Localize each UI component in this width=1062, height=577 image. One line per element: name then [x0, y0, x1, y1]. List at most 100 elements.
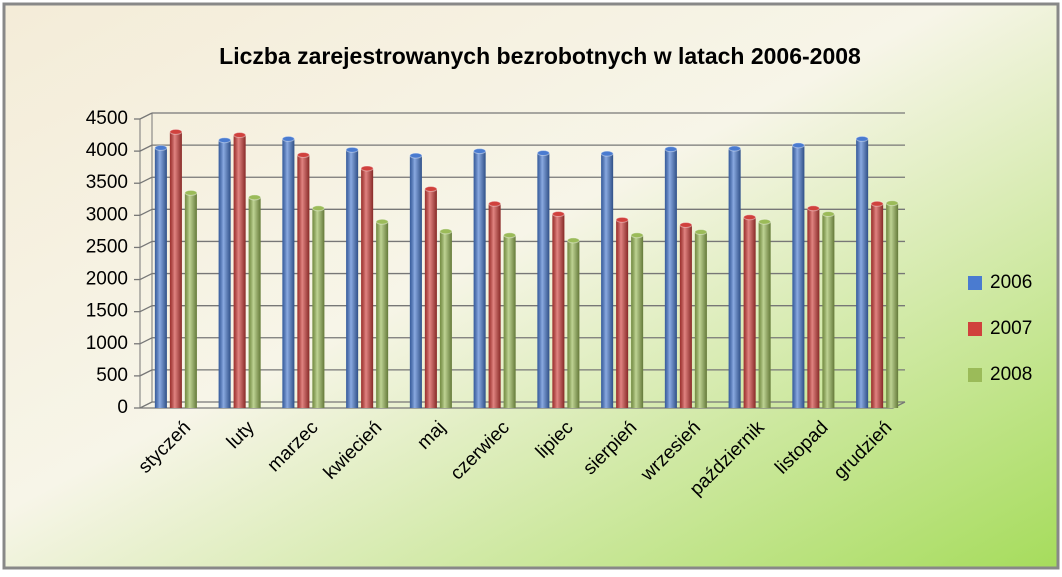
- y-tick-label: 500: [96, 365, 128, 386]
- bar-cap: [679, 221, 693, 228]
- bar-cap: [758, 218, 772, 225]
- bar-cap: [248, 194, 262, 201]
- legend-swatch: [968, 276, 982, 290]
- bar-shine: [361, 168, 374, 408]
- grid-depth: [139, 112, 153, 120]
- bar-shine: [856, 138, 869, 409]
- bar-cap: [821, 211, 835, 218]
- bar-shine: [248, 197, 261, 408]
- bar-cap: [375, 218, 389, 225]
- bar-shine: [694, 232, 707, 408]
- bar-cap: [218, 137, 232, 144]
- bar-shine: [439, 231, 452, 408]
- bar-shine: [409, 155, 422, 408]
- bar-cap: [424, 186, 438, 193]
- bar-cap: [551, 211, 565, 218]
- bar-shine: [154, 147, 167, 408]
- grid-depth: [139, 144, 153, 152]
- bar-shine: [552, 214, 565, 408]
- bar-shine: [312, 208, 325, 408]
- grid-depth: [139, 208, 153, 216]
- legend-swatch: [968, 368, 982, 382]
- bar-cap: [536, 150, 550, 157]
- grid-depth: [139, 272, 153, 281]
- bar-shine: [376, 221, 389, 408]
- y-tick-label: 3500: [86, 172, 128, 193]
- bar-cap: [806, 205, 820, 212]
- bar-cap: [664, 146, 678, 153]
- bar-shine: [282, 138, 295, 409]
- bar-shine: [616, 219, 629, 408]
- bar-shine: [807, 208, 820, 408]
- bar-shine: [743, 217, 756, 408]
- y-tick-label: 1000: [86, 333, 128, 354]
- bar-cap: [743, 214, 757, 221]
- bar-cap: [728, 145, 742, 152]
- bar-shine: [631, 235, 644, 408]
- bar-cap: [154, 144, 168, 151]
- y-tick-label: 3000: [86, 204, 128, 225]
- bar-shine: [886, 203, 899, 408]
- y-tick-label: 4500: [86, 108, 128, 129]
- bar-cap: [694, 229, 708, 236]
- grid-depth: [139, 305, 153, 313]
- bar-cap: [566, 237, 580, 244]
- bar-shine: [184, 192, 197, 408]
- legend-label: 2007: [990, 318, 1032, 339]
- bar-cap: [503, 232, 517, 239]
- grid-depth: [139, 369, 153, 377]
- bar-cap: [630, 232, 644, 239]
- bar-cap: [855, 135, 869, 142]
- bar-cap: [233, 132, 247, 139]
- bar-shine: [601, 153, 614, 408]
- bar-cap: [615, 216, 629, 223]
- bar-cap: [360, 165, 374, 172]
- bar-cap: [409, 152, 423, 159]
- bar-shine: [488, 203, 501, 408]
- legend-swatch: [968, 322, 982, 336]
- bar-shine: [218, 140, 231, 408]
- bar-shine: [664, 149, 677, 408]
- bar-shine: [473, 151, 486, 408]
- grid-depth: [139, 240, 153, 249]
- bar-shine: [871, 203, 884, 408]
- y-tick-label: 2000: [86, 269, 128, 290]
- bar-shine: [169, 131, 182, 408]
- legend-label: 2008: [990, 364, 1032, 385]
- grid-depth: [139, 176, 153, 184]
- bar-shine: [537, 153, 550, 408]
- chart-title: Liczba zarejestrowanych bezrobotnych w l…: [219, 43, 861, 69]
- legend-label: 2006: [990, 272, 1032, 293]
- bar-shine: [792, 145, 805, 408]
- bar-shine: [758, 221, 771, 408]
- bar-shine: [297, 154, 310, 408]
- bar-shine: [728, 148, 741, 408]
- bar-cap: [345, 146, 359, 153]
- bar-shine: [503, 235, 516, 408]
- grid-depth: [139, 401, 153, 409]
- bar-cap: [169, 128, 183, 135]
- bar-shine: [822, 214, 835, 408]
- bar-cap: [281, 135, 295, 142]
- bar-cap: [885, 200, 899, 207]
- bar-shine: [233, 135, 246, 409]
- y-tick-label: 1500: [86, 301, 128, 322]
- bar-cap: [473, 148, 487, 155]
- y-tick-label: 4000: [86, 140, 128, 161]
- bar-cap: [870, 200, 884, 207]
- y-tick-label: 0: [117, 397, 128, 418]
- bar-cap: [296, 151, 310, 158]
- grid-depth: [139, 337, 153, 345]
- bar-cap: [439, 228, 453, 235]
- bar-shine: [679, 224, 692, 408]
- bar-cap: [791, 142, 805, 149]
- bar-shine: [567, 240, 580, 408]
- bar-shine: [424, 189, 437, 408]
- bar-cap: [311, 205, 325, 212]
- bar-shine: [346, 149, 359, 408]
- bar-cap: [184, 189, 198, 196]
- bar-cap: [600, 150, 614, 157]
- bar-cap: [488, 200, 502, 207]
- y-tick-label: 2500: [86, 236, 128, 257]
